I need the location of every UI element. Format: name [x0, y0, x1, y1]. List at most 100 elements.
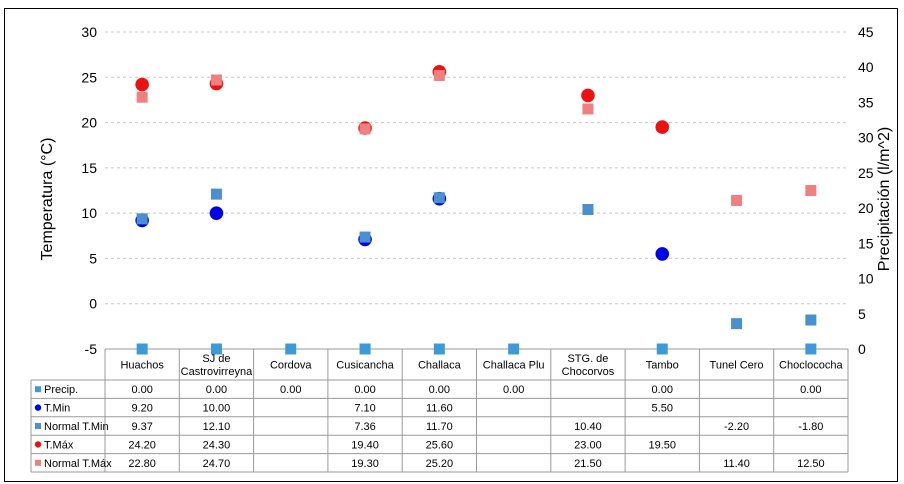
table-cell-value: 19.50 [648, 439, 676, 451]
table-cell-value: 9.37 [131, 421, 152, 433]
table-cell-value: -2.20 [724, 421, 749, 433]
y-tick-label: 25 [81, 69, 97, 85]
y-tick-label: 30 [81, 24, 97, 40]
y-tick-label: 15 [81, 160, 97, 176]
table-cell-value: 11.40 [723, 458, 750, 470]
data-point [135, 77, 149, 92]
y-tick-label: 10 [81, 205, 97, 221]
y2-tick-label: 45 [858, 24, 874, 40]
y2-tick-label: 35 [858, 94, 874, 110]
data-table: Huachos SJ de Castrovirreyna Cordova Cusican… [30, 348, 849, 473]
y2-tick-label: 10 [858, 271, 874, 287]
data-point [209, 206, 224, 220]
x-category-label: Choclococha [779, 360, 843, 372]
y2-tick-label: 0 [858, 341, 866, 357]
x-category-label: Tunel Cero [710, 360, 764, 372]
table-cell-value: 9.20 [131, 403, 152, 415]
data-point [359, 343, 371, 355]
legend-key-circle [34, 404, 42, 411]
table-cell-value: 24.70 [203, 458, 231, 470]
table-cell-value: 25.60 [426, 439, 454, 451]
data-point [805, 343, 817, 355]
y-tick-label: 0 [89, 296, 97, 312]
legend-label: Normal T.Min [44, 421, 109, 433]
x-category-label: Cusicancha [336, 360, 394, 372]
table-cell-value: 0.00 [206, 384, 227, 396]
chart-canvas: 30 25 20 15 10 5 0 -5 45 40 35 30 25 20 15 10 5 0 Huachos… [30, 24, 893, 473]
table-cell-value: 7.10 [354, 403, 375, 415]
y-tick-label: -5 [85, 341, 98, 357]
y2-tick-label: 5 [858, 306, 866, 322]
y-tick-label: 20 [81, 115, 97, 131]
data-point [433, 69, 445, 81]
data-point [359, 231, 371, 243]
x-category-label: STG. de Chocorvos [562, 353, 615, 378]
data-point [656, 343, 668, 355]
table-cell-value: 0.00 [354, 384, 375, 396]
data-point [433, 192, 445, 204]
y2-tick-label: 30 [858, 130, 874, 146]
table-cell-value: 10.40 [574, 421, 602, 433]
legend-label: Normal T.Máx [44, 458, 112, 470]
chart-frame: 30 25 20 15 10 5 0 -5 45 40 35 30 25 20 15 10 5 0 Huachos… [4, 8, 898, 482]
legend-key-circle [34, 441, 42, 448]
data-point [655, 120, 670, 134]
x-category-label: SJ de Castrovirreyna [181, 353, 253, 378]
y-axis-title: Temperatura (°C) [39, 138, 56, 261]
table-cell-value: 0.00 [652, 384, 673, 396]
table-cell-value: 0.00 [800, 384, 821, 396]
legend-key-square [35, 459, 41, 466]
data-point [731, 194, 743, 206]
data-point [136, 91, 148, 103]
data-point [508, 343, 520, 355]
data-point [655, 247, 670, 261]
data-point [359, 123, 371, 135]
table-cell-value: 12.10 [203, 421, 231, 433]
data-point [582, 204, 594, 216]
grid-lines [105, 31, 848, 305]
x-category-label: Tambo [646, 360, 679, 372]
table-cell-value: 21.50 [574, 458, 602, 470]
legend-key-square [35, 386, 41, 393]
x-category-label: Challaca [418, 360, 462, 372]
axes: 30 25 20 15 10 5 0 -5 45 40 35 30 25 20 15 10 5 0 [81, 24, 873, 357]
data-point [582, 103, 594, 115]
table-cell-value: 24.30 [203, 439, 231, 451]
data-point [210, 74, 222, 86]
data-point [731, 318, 743, 330]
table-cell-value: 11.70 [426, 421, 453, 433]
data-point [210, 343, 222, 355]
x-category-label: Huachos [120, 360, 164, 372]
table-cell-value: 23.00 [574, 439, 602, 451]
table-cell-value: 5.50 [652, 403, 673, 415]
table-cell-value: 24.20 [128, 439, 156, 451]
table-cell-value: 0.00 [131, 384, 152, 396]
y2-tick-label: 20 [858, 200, 874, 216]
legend-label: T.Máx [44, 439, 74, 451]
y2-tick-label: 25 [858, 165, 874, 181]
data-point [805, 185, 817, 196]
table-cell-value: 12.50 [797, 458, 825, 470]
data-point [581, 88, 595, 103]
data-point [433, 343, 445, 355]
table-cell-value: -1.80 [798, 421, 823, 433]
table-cell-value: 0.00 [503, 384, 524, 396]
x-category-label: Cordova [270, 360, 312, 372]
y2-axis-title: Precipitación (l/m^2) [876, 127, 893, 271]
y2-tick-label: 15 [858, 235, 874, 251]
data-point [285, 343, 297, 355]
table-cell-value: 11.60 [426, 403, 453, 415]
table-cell-value: 25.20 [426, 458, 454, 470]
legend-label: T.Min [44, 403, 70, 415]
table-cell-value: 19.40 [351, 439, 379, 451]
data-point [136, 343, 148, 355]
x-category-label: Challaca Plu [483, 360, 545, 372]
table-cell-value: 22.80 [128, 458, 156, 470]
table-cell-value: 0.00 [280, 384, 301, 396]
y2-tick-label: 40 [858, 59, 874, 75]
table-cell-value: 19.30 [351, 458, 379, 470]
data-point [210, 188, 222, 200]
legend-key-square [35, 423, 41, 429]
data-point [805, 314, 817, 326]
data-points [135, 65, 817, 355]
